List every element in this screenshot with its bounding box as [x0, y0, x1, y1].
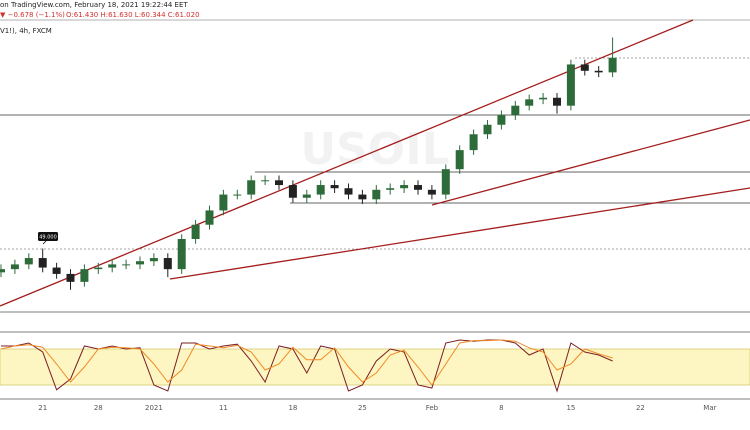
candle-body — [191, 224, 200, 239]
oscillator-band — [0, 348, 750, 386]
candle-body — [414, 185, 422, 190]
candle-body — [358, 194, 367, 200]
trend-line — [169, 187, 750, 280]
candle-body — [80, 269, 89, 282]
x-tick-label: 21 — [38, 404, 47, 412]
plot: 21 28 2021 11 18 25 Feb 8 15 22 Mar — [0, 37, 750, 412]
header-source: on TradingView.com, February 18, 2021 19… — [0, 1, 188, 9]
oscillator-line — [0, 339, 613, 386]
price-label-box — [38, 232, 58, 241]
x-tick-label: 28 — [94, 404, 103, 412]
header-change: ▼ −0.678 (−1.1%) — [0, 11, 65, 19]
candle-body — [316, 185, 325, 195]
candle-body — [205, 210, 214, 225]
x-tick-label: 15 — [566, 404, 575, 412]
x-tick-label: Mar — [703, 404, 716, 412]
candle-body — [344, 188, 353, 195]
candle-body — [52, 267, 61, 274]
x-tick-label: 2021 — [145, 404, 163, 412]
x-tick-label: Feb — [426, 404, 439, 412]
candle-body — [386, 188, 395, 190]
trend-line — [0, 19, 694, 307]
candle-body — [497, 115, 506, 125]
candle-body — [566, 64, 575, 106]
candle-body — [10, 264, 19, 270]
candle-body — [275, 180, 283, 186]
candle-body — [553, 97, 561, 106]
candle-body — [66, 273, 75, 282]
candle-body — [427, 189, 436, 195]
candle-body — [122, 264, 131, 266]
x-tick-label: 25 — [358, 404, 367, 412]
candle-body — [525, 99, 534, 106]
candle-body — [400, 185, 409, 189]
candle-body — [288, 185, 297, 198]
candle-body — [0, 269, 5, 273]
header-symbol: V1!), 4h, FXCM — [0, 27, 52, 35]
candle-body — [261, 180, 270, 182]
candle-body — [163, 258, 172, 270]
trend-line — [431, 119, 750, 206]
candle-body — [580, 64, 589, 71]
x-tick-label: 22 — [636, 404, 645, 412]
candle-body — [511, 105, 520, 116]
candle-body — [594, 70, 603, 73]
candle-body — [108, 264, 117, 268]
header-ohlc: O:61.430 H:61.630 L:60.344 C:61.020 — [66, 11, 200, 19]
candle-body — [38, 258, 47, 268]
x-tick-label: 11 — [219, 404, 228, 412]
x-tick-label: 8 — [499, 404, 503, 412]
candle-body — [455, 150, 464, 170]
candle-body — [136, 261, 144, 265]
candle-body — [441, 169, 450, 195]
candle-body — [483, 124, 492, 135]
candle-body — [149, 258, 158, 262]
candle-body — [247, 180, 256, 195]
candle-body — [469, 134, 478, 151]
candle-body — [608, 57, 617, 73]
candle-body — [177, 239, 186, 270]
candle-body — [24, 258, 33, 265]
candle-body — [539, 97, 548, 100]
candle-body — [94, 267, 103, 270]
candle-body — [219, 194, 228, 211]
price-label: 49.000 — [39, 234, 57, 240]
candle-body — [302, 194, 311, 198]
candle-body — [330, 185, 339, 189]
candle-body — [233, 194, 242, 196]
candle-body — [372, 189, 381, 200]
watermark: USOIL — [300, 124, 449, 175]
x-tick-label: 18 — [288, 404, 297, 412]
